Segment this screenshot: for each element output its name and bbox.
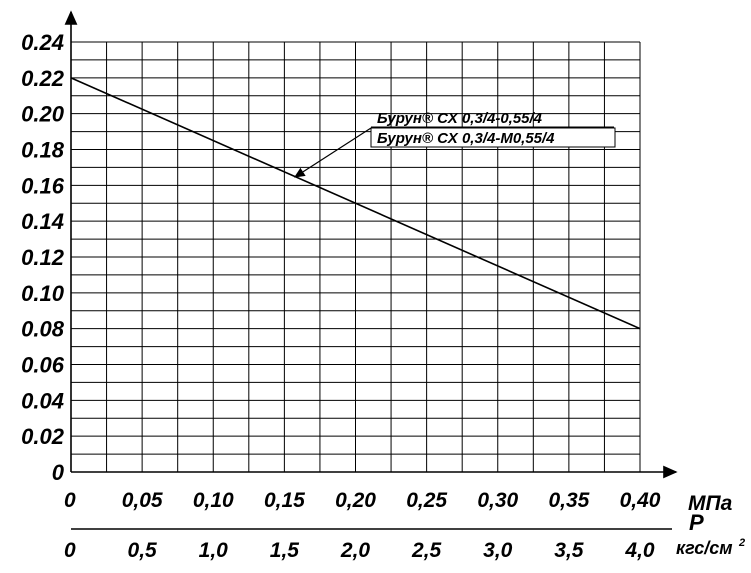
- legend: Бурун® СХ 0,3/4-0,55/4 Бурун® СХ 0,3/4-М…: [293, 110, 616, 178]
- legend-leader: [293, 127, 372, 178]
- x-tick-label-mpa: 0,10: [193, 489, 234, 512]
- y-tick-label: 0.22: [21, 66, 65, 91]
- x-tick-label-mpa: 0,05: [122, 489, 163, 512]
- y-tick-labels: 0 0.02 0.04 0.06 0.08 0.10 0.12 0.14 0.16 0.18 0.2…: [21, 30, 65, 485]
- x-unit-kgf: кгс/см: [676, 538, 733, 558]
- x-tick-label-mpa: 0,35: [548, 489, 589, 512]
- axes: [64, 10, 678, 530]
- y-tick-label: 0.24: [21, 30, 64, 55]
- y-tick-label: 0.08: [21, 317, 65, 342]
- grid: [71, 41, 641, 472]
- x-tick-label-kgf: 2,0: [340, 539, 371, 562]
- y-tick-label: 0.10: [21, 281, 65, 306]
- x-tick-label-kgf: 3,5: [554, 539, 584, 562]
- x-tick-label-mpa: 0,40: [620, 489, 661, 512]
- y-tick-label: 0.04: [21, 388, 64, 413]
- x-tick-labels-mpa: 0 0,05 0,10 0,15 0,20 0,25 0,30 0,35 0,40: [64, 489, 661, 512]
- y-tick-label: 0: [52, 460, 65, 485]
- legend-entry-1: Бурун® СХ 0,3/4-0,55/4: [377, 110, 543, 127]
- x-tick-labels-kgf: 0 0,5 1,0 1,5 2,0 2,5 3,0 3,5 4,0: [64, 539, 655, 562]
- series-line: [70, 77, 641, 330]
- x-tick-label-mpa: 0,30: [477, 489, 518, 512]
- x-tick-label-kgf: 1,0: [199, 539, 229, 562]
- y-tick-label: 0.18: [21, 138, 65, 163]
- x-unit-kgf-sup: 2: [738, 537, 745, 549]
- x-tick-label-mpa: 0,15: [264, 489, 305, 512]
- x-tick-label-kgf: 2,5: [411, 539, 442, 562]
- x-tick-label-kgf: 0: [64, 539, 76, 562]
- x-tick-label-kgf: 0,5: [128, 539, 158, 562]
- x-unit-mpa: МПа: [688, 492, 733, 515]
- legend-box: [370, 127, 616, 148]
- y-tick-label: 0.02: [21, 424, 65, 449]
- x-symbol: P: [689, 510, 704, 535]
- y-tick-label: 0.06: [21, 353, 65, 378]
- x-tick-label-kgf: 4,0: [624, 539, 655, 562]
- x-tick-label-mpa: 0,20: [335, 489, 376, 512]
- y-tick-label: 0.12: [21, 245, 65, 270]
- y-tick-label: 0.14: [21, 209, 64, 234]
- legend-entry-2: Бурун® СХ 0,3/4-М0,55/4: [377, 130, 555, 147]
- x-tick-label-kgf: 1,5: [270, 539, 300, 562]
- x-tick-label-kgf: 3,0: [483, 539, 513, 562]
- y-tick-label: 0.16: [21, 173, 65, 198]
- x-tick-label-mpa: 0,25: [406, 489, 447, 512]
- y-tick-label: 0.20: [21, 102, 65, 127]
- x-tick-label-mpa: 0: [64, 489, 76, 512]
